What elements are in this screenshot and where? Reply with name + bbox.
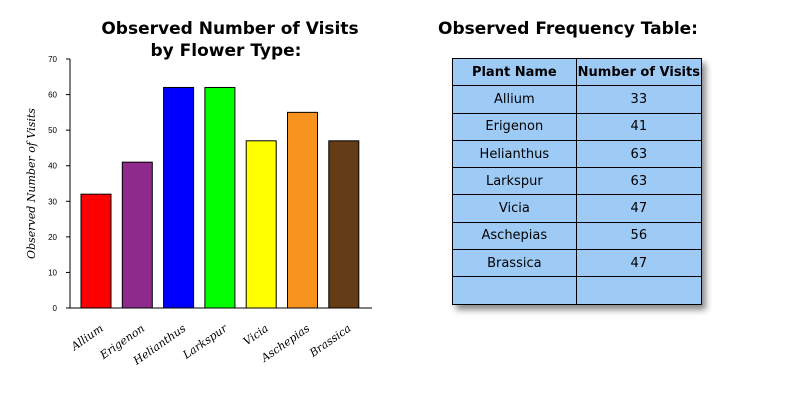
bar-helianthus (163, 86, 195, 309)
visits-cell: 47 (575, 249, 703, 278)
y-tick-label: 0 (53, 304, 58, 313)
plant-name-cell: Allium (452, 85, 577, 114)
bar-larkspur (204, 86, 236, 309)
y-axis-label: Observed Number of Visits (25, 108, 38, 259)
y-tick-label: 50 (48, 126, 57, 135)
table-row: Helianthus 63 (452, 139, 703, 169)
visits-cell: 63 (575, 139, 703, 169)
y-tick-label: 20 (48, 233, 57, 242)
x-tick-label: Brassica (306, 322, 353, 360)
table-row: Brassica 47 (452, 249, 703, 278)
bar-brassica (328, 140, 360, 309)
x-tick-label: Vicia (241, 322, 271, 348)
bar-vicia (245, 140, 277, 309)
bar-aschepias (287, 111, 318, 309)
header-plant-name: Plant Name (452, 57, 577, 87)
table-title: Observed Frequency Table: (438, 19, 698, 39)
header-number-of-visits: Number of Visits (575, 57, 703, 87)
plant-name-cell: Erigenon (452, 112, 577, 141)
plant-name-cell: Brassica (452, 249, 577, 278)
table-row-empty (452, 276, 703, 305)
visits-cell: 63 (575, 167, 703, 196)
frequency-table: Plant Name Number of Visits Allium 33 Er… (452, 57, 703, 305)
chart-title-line-1: Observed Number of Visits (101, 19, 359, 39)
visits-cell: 41 (575, 112, 703, 141)
y-tick-label: 60 (48, 91, 57, 100)
y-tick-label: 10 (48, 268, 57, 277)
plant-name-cell: Helianthus (452, 139, 577, 169)
table-row: Larkspur 63 (452, 167, 703, 196)
x-tick-label: Larkspur (180, 321, 231, 362)
visits-cell: 47 (575, 194, 703, 223)
visits-cell (575, 276, 703, 305)
table-row: Erigenon 41 (452, 112, 703, 141)
table-row: Aschepias 56 (452, 221, 703, 251)
table-header-row: Plant Name Number of Visits (452, 57, 703, 87)
plant-name-cell: Larkspur (452, 167, 577, 196)
plant-name-cell (452, 276, 577, 305)
y-tick-label: 30 (48, 197, 57, 206)
chart-title-line-2: by Flower Type: (150, 41, 302, 61)
visits-cell: 56 (575, 221, 703, 251)
plant-name-cell: Aschepias (452, 221, 577, 251)
chart-title: Observed Number of Visits by Flower Type… (90, 18, 370, 62)
y-tick-label: 40 (48, 162, 57, 171)
y-tick-label: 70 (48, 55, 57, 64)
bar-erigenon (121, 161, 153, 309)
table-row: Vicia 47 (452, 194, 703, 223)
bar-allium (80, 193, 112, 309)
table-row: Allium 33 (452, 85, 703, 114)
plant-name-cell: Vicia (452, 194, 577, 223)
visits-cell: 33 (575, 85, 703, 114)
